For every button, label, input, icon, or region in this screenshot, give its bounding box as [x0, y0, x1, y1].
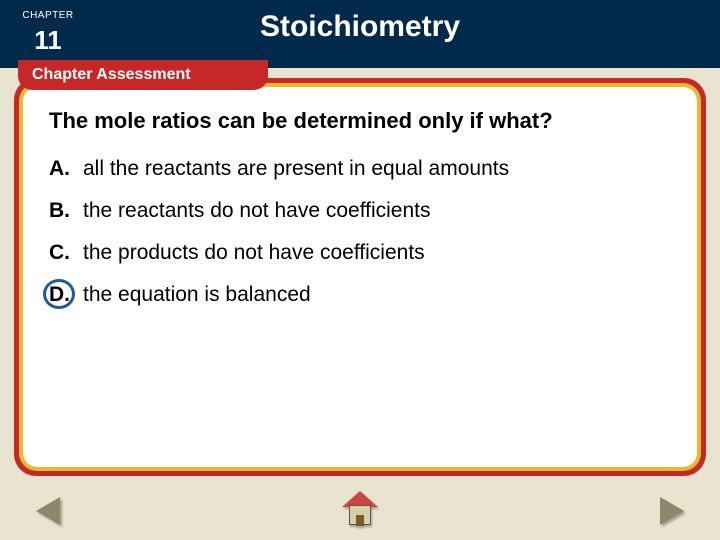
- header-bar: CHAPTER 11 Stoichiometry: [0, 0, 720, 68]
- option-text: the equation is balanced: [83, 283, 671, 307]
- card-inner: The mole ratios can be determined only i…: [23, 87, 697, 467]
- prev-button[interactable]: [36, 494, 76, 528]
- next-button[interactable]: [644, 494, 684, 528]
- option-text: the products do not have coefficients: [83, 241, 671, 265]
- option-text: the reactants do not have coefficients: [83, 199, 671, 223]
- option-b[interactable]: B. the reactants do not have coefficient…: [49, 199, 671, 223]
- card-outer: The mole ratios can be determined only i…: [14, 78, 706, 476]
- option-d[interactable]: D. the equation is balanced: [49, 283, 671, 307]
- option-a[interactable]: A. all the reactants are present in equa…: [49, 157, 671, 181]
- option-text: all the reactants are present in equal a…: [83, 157, 671, 181]
- arrow-right-icon: [660, 497, 684, 525]
- arrow-left-icon: [36, 497, 60, 525]
- home-door-icon: [356, 515, 364, 526]
- card-mid: The mole ratios can be determined only i…: [19, 83, 701, 471]
- section-tab: Chapter Assessment: [18, 60, 268, 90]
- option-c[interactable]: C. the products do not have coefficients: [49, 241, 671, 265]
- option-letter: D.: [49, 283, 83, 307]
- question-text: The mole ratios can be determined only i…: [49, 107, 671, 135]
- chapter-title: Stoichiometry: [0, 10, 720, 44]
- nav-bar: [0, 482, 720, 540]
- home-button[interactable]: [340, 491, 380, 531]
- option-letter: A.: [49, 157, 83, 181]
- option-letter: C.: [49, 241, 83, 265]
- option-letter: B.: [49, 199, 83, 223]
